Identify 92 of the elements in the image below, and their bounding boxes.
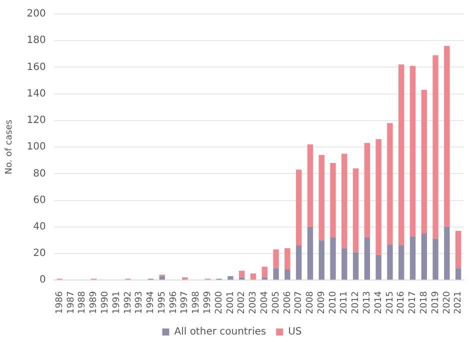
bar <box>387 244 393 280</box>
x-tick-label: 2002 <box>237 291 248 314</box>
x-tick-label: 2018 <box>419 290 430 314</box>
bar <box>250 273 256 280</box>
x-tick-label: 2013 <box>362 291 373 314</box>
x-tick-label: 1993 <box>134 291 145 314</box>
bar <box>376 254 382 280</box>
x-tick-label: 1997 <box>180 291 190 314</box>
bar <box>284 269 290 280</box>
legend-label: US <box>288 326 302 338</box>
x-tick-label: 1995 <box>157 291 168 314</box>
bar <box>262 266 268 278</box>
bar <box>432 55 438 239</box>
bar <box>284 248 290 270</box>
x-tick-label: 2000 <box>214 290 224 314</box>
bar <box>398 246 404 280</box>
bar <box>318 240 324 280</box>
x-tick-label: 2011 <box>340 291 350 314</box>
x-tick-label: 2009 <box>316 290 327 314</box>
x-tick-label: 2015 <box>385 291 396 314</box>
x-tick-label: 2006 <box>282 290 293 314</box>
x-tick-label: 1988 <box>78 290 88 314</box>
x-tick-label: 2017 <box>408 291 418 314</box>
x-tick-label: 2001 <box>226 291 236 314</box>
y-tick-label: 60 <box>33 194 46 206</box>
bar <box>182 277 188 280</box>
x-tick-label: 2008 <box>306 290 316 314</box>
bar <box>455 268 462 280</box>
bar <box>432 238 438 280</box>
bar <box>444 226 450 280</box>
bar <box>239 270 245 278</box>
bar <box>296 246 302 280</box>
bar <box>330 238 336 280</box>
x-tick-label: 2003 <box>248 291 259 314</box>
x-tick-label: 2019 <box>430 290 441 314</box>
bar <box>364 238 370 280</box>
bar <box>330 163 336 238</box>
bar <box>444 46 450 227</box>
x-tick-label: 2010 <box>328 290 338 314</box>
x-tick-label: 2007 <box>294 291 304 314</box>
x-tick-label: 1986 <box>54 290 65 314</box>
y-axis-title: No. of cases <box>4 119 15 174</box>
bar <box>421 90 427 234</box>
y-tick-label: 80 <box>33 168 46 180</box>
bar <box>352 252 359 280</box>
bar <box>352 168 359 252</box>
x-tick-label: 2004 <box>260 290 270 314</box>
x-tick-label: 1994 <box>146 290 156 314</box>
bar <box>364 143 370 238</box>
x-tick-label: 2021 <box>454 291 464 314</box>
x-tick-label: 1991 <box>112 291 122 314</box>
bar <box>342 154 348 248</box>
bar <box>342 248 348 280</box>
bar <box>296 170 302 246</box>
x-tick-label: 1999 <box>203 290 214 314</box>
y-tick-label: 120 <box>26 115 46 126</box>
x-tick-label: 1992 <box>123 291 134 314</box>
y-tick-label: 180 <box>26 35 46 46</box>
bar <box>376 139 382 255</box>
legend-label: All other countries <box>174 326 266 338</box>
bar <box>228 276 234 280</box>
bar <box>421 234 427 280</box>
x-tick-label: 1989 <box>89 290 100 314</box>
y-tick-label: 100 <box>26 142 46 153</box>
bar <box>398 64 404 246</box>
bar <box>318 155 324 240</box>
y-tick-label: 140 <box>26 88 46 100</box>
bar <box>239 277 245 280</box>
y-tick-label: 20 <box>33 248 46 260</box>
x-tick-label: 1990 <box>100 290 110 314</box>
x-tick-label: 1996 <box>168 290 179 314</box>
y-tick-label: 40 <box>33 221 46 232</box>
bar <box>410 66 416 236</box>
bar <box>273 249 279 268</box>
bar <box>307 144 314 227</box>
x-tick-label: 1998 <box>192 290 202 314</box>
x-tick-label: 2005 <box>271 291 282 314</box>
bar <box>410 236 416 280</box>
x-tick-label: 2016 <box>396 290 407 314</box>
y-tick-label: 0 <box>40 274 46 286</box>
bar <box>307 226 314 280</box>
x-tick-label: 2020 <box>442 290 452 314</box>
x-tick-label: 1987 <box>66 291 76 314</box>
x-tick-label: 2014 <box>374 290 384 314</box>
x-tick-label: 2012 <box>351 291 362 314</box>
bar <box>273 268 279 280</box>
bar <box>159 276 165 280</box>
y-tick-label: 160 <box>26 62 46 73</box>
bar <box>262 277 268 280</box>
bar <box>387 123 393 244</box>
bar <box>455 230 462 268</box>
y-tick-label: 200 <box>26 8 46 20</box>
